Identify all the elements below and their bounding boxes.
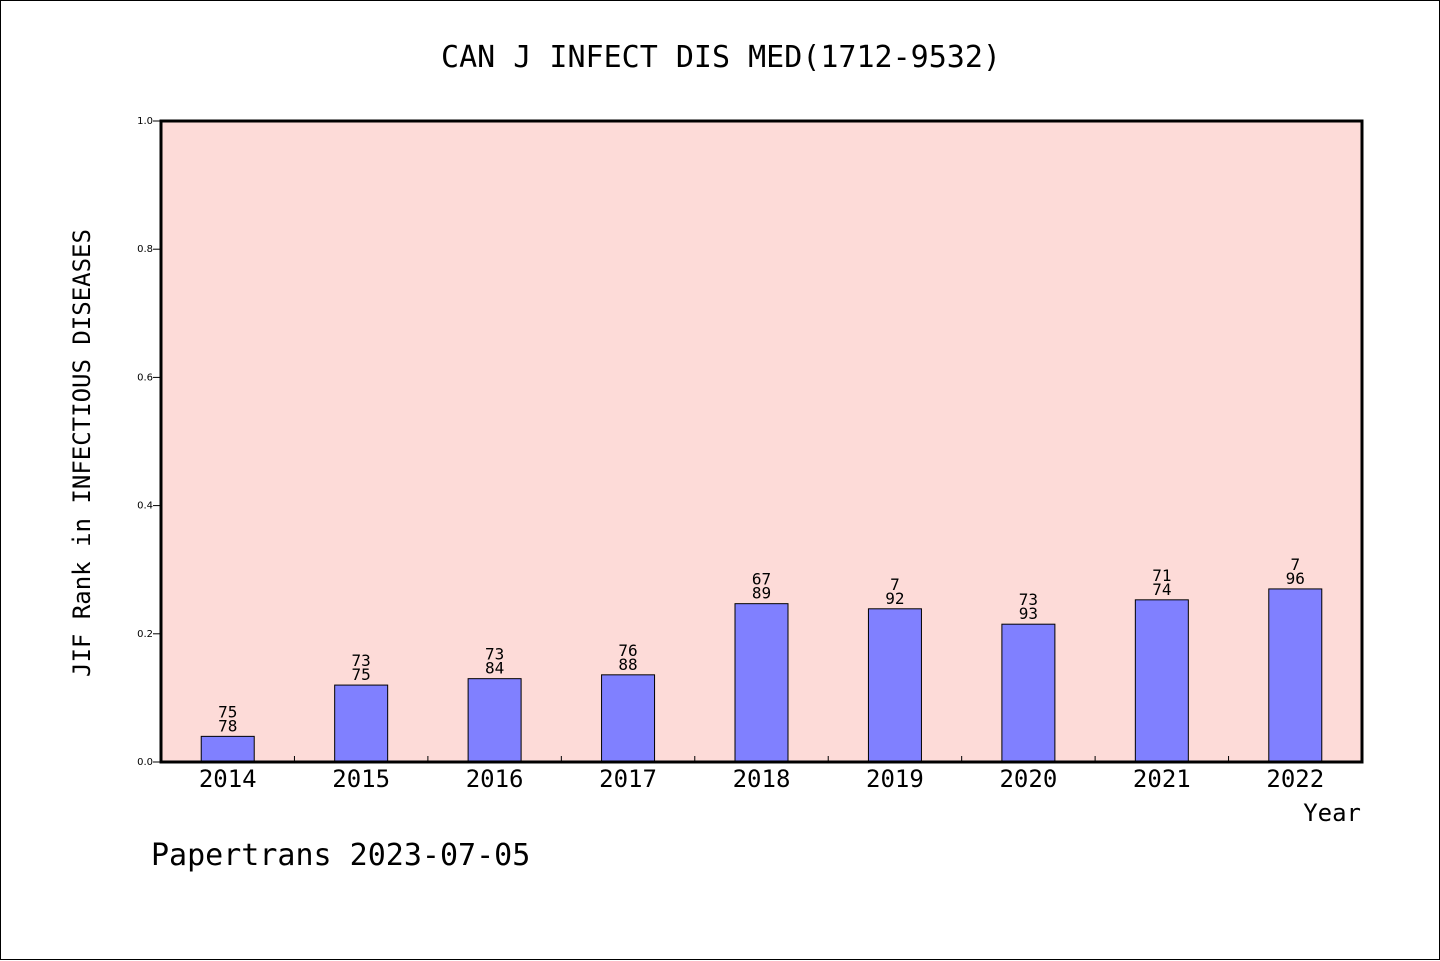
bar-label-top: 76 <box>618 641 637 660</box>
y-tick-label: 0.4 <box>137 501 153 512</box>
x-tick-label: 2016 <box>466 765 524 793</box>
x-tick-label: 2017 <box>599 765 657 793</box>
bar-label-bottom: 92 <box>885 589 904 608</box>
plot-border <box>159 119 1364 764</box>
bar-label-top: 71 <box>1152 566 1171 585</box>
bar-label-bottom: 93 <box>1019 604 1038 623</box>
x-tick-label: 2019 <box>866 765 924 793</box>
bar-label-top: 73 <box>1019 590 1038 609</box>
bar-2016 <box>467 678 522 763</box>
bar-label-top: 73 <box>485 645 504 664</box>
x-tick-label: 2014 <box>199 765 257 793</box>
bar-label-bottom: 84 <box>485 659 504 678</box>
bar-2022 <box>1268 588 1323 763</box>
bar-2020 <box>1001 623 1056 763</box>
bar-label-bottom: 88 <box>618 655 637 674</box>
bar-label-bottom: 89 <box>752 584 771 603</box>
bar-label-top: 7 <box>1290 555 1300 574</box>
x-axis-label: Year <box>1303 799 1361 827</box>
chart-title: CAN J INFECT DIS MED(1712-9532) <box>441 40 1001 75</box>
bar-label-bottom: 75 <box>352 665 371 684</box>
bar-label-bottom: 96 <box>1286 569 1305 588</box>
bar-2017 <box>601 674 656 763</box>
bar-label-top: 75 <box>218 702 237 721</box>
bar-2021 <box>1134 599 1189 763</box>
y-tick-label: 0.2 <box>137 629 153 640</box>
bar-2018 <box>734 603 789 763</box>
bar-label-top: 73 <box>352 651 371 670</box>
footer-credit: Papertrans 2023-07-05 <box>151 838 530 873</box>
x-tick-label: 2020 <box>999 765 1057 793</box>
bar-label-top: 7 <box>890 575 900 594</box>
bar-label-bottom: 74 <box>1152 580 1171 599</box>
bars-group <box>200 588 1323 763</box>
y-tick-label: 1.0 <box>137 116 153 127</box>
y-tick-label: 0.0 <box>137 757 153 768</box>
bar-2019 <box>867 608 922 763</box>
x-tick-label: 2022 <box>1266 765 1324 793</box>
bar-2014 <box>200 735 255 763</box>
x-tick-label: 2018 <box>733 765 791 793</box>
y-axis: 0.0 0.2 0.4 0.6 0.8 1.0 <box>137 116 161 768</box>
x-tick-label: 2015 <box>332 765 390 793</box>
y-axis-label: JIF Rank in INFECTIOUS DISEASES <box>68 229 96 677</box>
y-tick-label: 0.8 <box>137 244 153 255</box>
bar-label-top: 67 <box>752 570 771 589</box>
y-tick-label: 0.6 <box>137 372 153 383</box>
x-tick-label: 2021 <box>1133 765 1191 793</box>
bar-2015 <box>334 684 389 763</box>
bar-label-bottom: 78 <box>218 716 237 735</box>
x-axis: 2014 2015 2016 2017 2018 2019 2020 2021 2022 <box>199 756 1324 793</box>
